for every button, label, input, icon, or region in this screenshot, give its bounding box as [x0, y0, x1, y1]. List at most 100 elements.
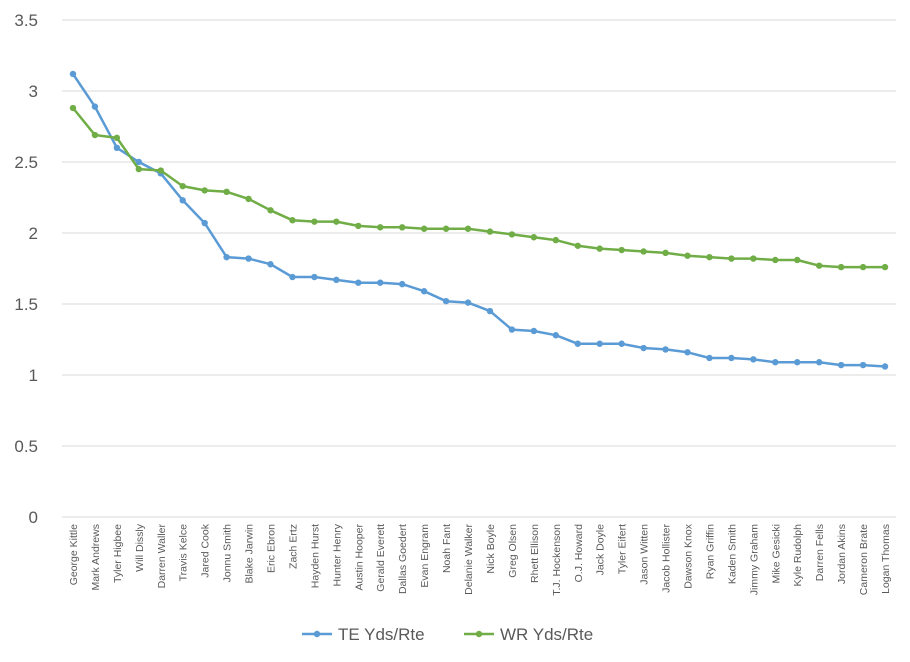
y-tick-label: 3.5: [14, 11, 38, 30]
data-point: [552, 332, 560, 339]
data-point: [420, 288, 428, 295]
data-point: [201, 187, 208, 194]
data-point: [311, 273, 318, 281]
x-tick-label: Jared Cook: [200, 523, 212, 577]
y-tick-label: 2: [29, 224, 38, 243]
y-tick-label: 1: [29, 366, 38, 385]
x-tick-label: Jimmy Graham: [748, 524, 760, 595]
x-tick-label: Darren Fells: [814, 524, 826, 581]
x-tick-label: Cameron Brate: [858, 524, 870, 595]
data-point: [596, 245, 603, 252]
x-tick-label: O.J. Howard: [573, 524, 585, 583]
x-axis-ticks: George Kittle Mark Andrews Tyler Higbee Wil…: [68, 523, 892, 596]
data-point: [113, 144, 121, 151]
data-point: [530, 327, 538, 335]
data-point: [486, 228, 494, 235]
data-point: [706, 253, 713, 261]
x-tick-label: Darren Waller: [156, 523, 168, 588]
x-tick-label: Jonnu Smith: [222, 524, 234, 583]
data-point: [794, 359, 801, 366]
x-tick-label: Blake Jarwin: [244, 524, 256, 584]
data-point: [398, 280, 406, 288]
x-tick-label: T.J. Hockenson: [551, 524, 563, 596]
data-point: [464, 225, 472, 232]
x-tick-label: Evan Engram: [419, 524, 431, 588]
x-tick-label: Will Dissly: [134, 523, 146, 572]
data-point: [420, 225, 428, 232]
data-point: [662, 249, 669, 257]
x-tick-label: Tyler Eifert: [617, 524, 629, 574]
data-point: [267, 207, 274, 214]
data-point: [442, 297, 450, 305]
data-point: [157, 167, 164, 174]
data-point: [530, 234, 538, 241]
data-point: [113, 134, 121, 142]
x-tick-label: Noah Fant: [441, 524, 453, 573]
data-point: [859, 361, 867, 369]
data-point: [728, 255, 735, 262]
data-point: [508, 326, 516, 333]
data-point: [179, 182, 186, 190]
data-point: [223, 188, 230, 196]
y-tick-label: 1.5: [14, 295, 38, 314]
data-point: [442, 225, 450, 232]
data-point: [728, 354, 735, 362]
data-point: [245, 195, 252, 203]
data-point: [772, 256, 779, 264]
data-point: [815, 262, 823, 269]
x-tick-label: Travis Kelce: [178, 524, 190, 582]
y-axis-ticks: 0 0.5 1 1.5 2 2.5 3 3.5: [14, 11, 38, 527]
data-point: [311, 218, 318, 225]
data-point: [179, 197, 186, 204]
gridlines: [62, 19, 896, 518]
legend-label: TE Yds/Rte: [338, 625, 425, 644]
data-point: [377, 279, 384, 286]
x-tick-label: Hunter Henry: [331, 523, 343, 586]
data-point: [69, 104, 77, 112]
x-tick-label: Logan Thomas: [880, 524, 892, 594]
data-point: [135, 165, 143, 173]
x-tick-label: George Kittle: [68, 524, 80, 585]
series-0: [69, 70, 889, 370]
y-tick-label: 3: [29, 82, 38, 101]
x-tick-label: Kyle Rudolph: [792, 524, 804, 587]
data-point: [706, 354, 713, 362]
x-tick-label: Delanie Walker: [463, 524, 475, 595]
data-point: [289, 217, 296, 224]
data-point: [245, 255, 252, 262]
x-tick-label: Kaden Smith: [726, 524, 738, 584]
y-tick-label: 0.5: [14, 437, 38, 456]
data-point: [837, 361, 845, 369]
x-tick-label: Mark Andrews: [90, 524, 102, 591]
data-point: [267, 261, 274, 268]
data-point: [355, 279, 362, 286]
data-point: [135, 158, 143, 166]
x-tick-label: Dallas Goedert: [397, 524, 409, 594]
x-tick-label: Jason Witten: [639, 524, 651, 585]
x-tick-label: Jacob Hollister: [661, 524, 673, 593]
data-point: [881, 263, 889, 271]
y-tick-label: 0: [29, 508, 38, 527]
x-tick-label: Hayden Hurst: [309, 524, 321, 588]
x-tick-label: Mike Gesicki: [770, 524, 782, 584]
x-tick-label: Jack Doyle: [595, 524, 607, 576]
data-point: [618, 246, 625, 254]
series-line: [72, 107, 885, 269]
data-point: [574, 340, 581, 347]
data-point: [201, 219, 208, 227]
data-point: [486, 307, 494, 315]
data-point: [223, 253, 230, 261]
legend-swatch-marker: [475, 630, 483, 638]
data-point: [464, 299, 472, 306]
legend-item: TE Yds/Rte: [302, 625, 425, 644]
data-point: [640, 248, 647, 255]
x-tick-label: Austin Hooper: [353, 524, 365, 591]
x-tick-label: Ryan Griffin: [704, 524, 716, 579]
data-point: [355, 222, 362, 230]
data-point: [333, 276, 340, 284]
x-tick-label: Tyler Higbee: [112, 524, 124, 583]
data-point: [750, 356, 757, 363]
data-point: [91, 103, 99, 110]
